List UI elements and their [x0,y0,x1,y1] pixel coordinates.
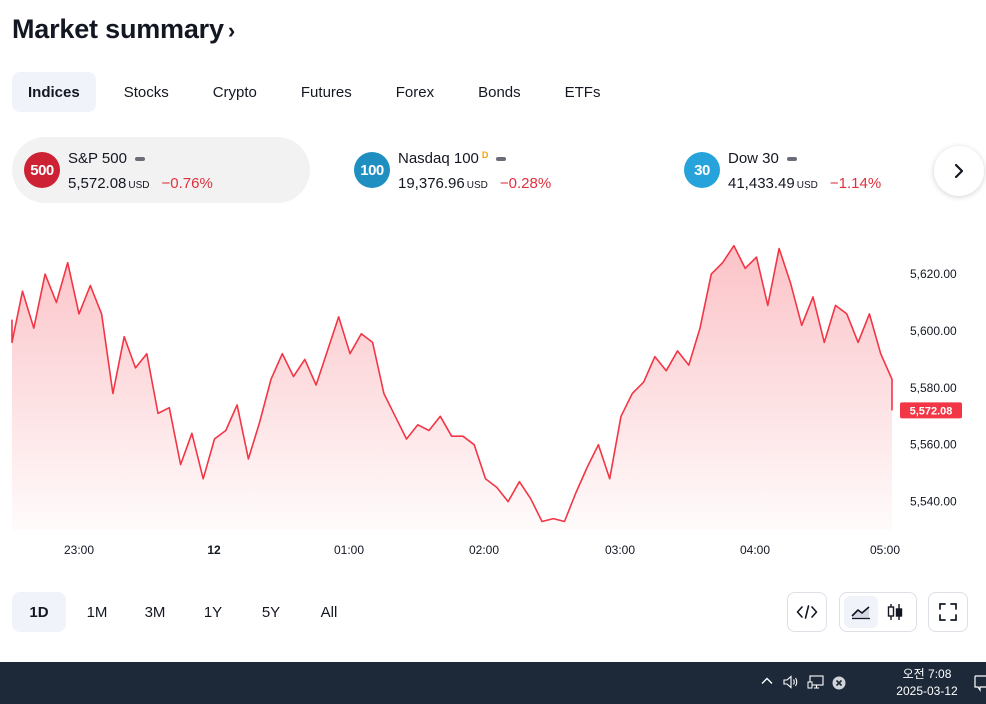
chevron-right-icon [954,163,964,179]
ticker-sp500[interactable]: 500 S&P 500 5,572.08 USD −0.76% [12,137,310,203]
windows-taskbar: 오전 7:08 2025-03-12 [0,662,986,704]
x-tick-label: 04:00 [740,543,770,557]
range-1d[interactable]: 1D [12,592,66,632]
tab-bonds[interactable]: Bonds [478,83,521,101]
page-title[interactable]: Market summary › [12,14,235,45]
ticker-currency: USD [796,179,818,191]
range-1y[interactable]: 1Y [203,603,223,621]
time-range-selector: 1D 1M 3M 1Y 5Y All [12,592,360,632]
index-ticker-row: 500 S&P 500 5,572.08 USD −0.76% 100 Nasdaq… [12,137,986,203]
candlestick-chart-button[interactable] [878,596,912,628]
title-chevron-icon[interactable]: › [227,17,236,43]
fullscreen-icon [939,603,957,621]
volume-button[interactable] [782,674,800,690]
taskbar-clock[interactable]: 오전 7:08 2025-03-12 [882,666,972,700]
tab-forex[interactable]: Forex [395,83,435,101]
tab-crypto[interactable]: Crypto [212,83,257,101]
notification-icon [974,675,986,692]
code-icon [796,605,818,619]
speaker-icon [783,675,798,689]
market-closed-icon [786,156,797,161]
tab-stocks[interactable]: Stocks [123,83,169,101]
y-axis: 5,620.00 5,600.00 5,580.00 5,560.00 5,540.00 [910,267,957,509]
next-tickers-button[interactable] [934,146,984,196]
range-5y[interactable]: 5Y [261,603,281,621]
y-tick-label: 5,540.00 [910,495,957,509]
range-3m[interactable]: 3M [144,603,166,621]
fullscreen-button[interactable] [928,592,968,632]
ticker-change: −1.14% [829,174,882,192]
ticker-change: −0.76% [161,174,213,192]
ticker-currency: USD [128,179,150,191]
network-icon [807,675,824,689]
ticker-badge: 100 [354,152,390,188]
taskbar-time: 오전 7:08 [902,667,952,681]
chart-style-toggle [839,592,917,632]
range-1m[interactable]: 1M [86,603,108,621]
ticker-name: S&P 500 [68,150,127,167]
error-x-icon [832,676,846,690]
page-title-text[interactable]: Market summary [12,14,224,44]
ticker-nasdaq100[interactable]: 100 Nasdaq 100 D 19,376.96 USD −0.28% [342,137,652,203]
network-error-badge [832,676,846,690]
ticker-price: 5,572.08 [68,174,127,192]
price-area-fill [12,245,892,530]
delayed-flag: D [481,149,489,160]
y-tick-label: 5,580.00 [910,381,957,395]
price-series-line [11,244,893,523]
tab-indices[interactable]: Indices [12,72,96,112]
y-tick-label: 5,560.00 [910,438,957,452]
ticker-badge: 500 [24,152,60,188]
x-tick-label: 23:00 [64,543,94,557]
notifications-button[interactable] [974,674,986,692]
ticker-dow30[interactable]: 30 Dow 30 41,433.49 USD −1.14% [672,137,932,203]
embed-button[interactable] [787,592,827,632]
show-hidden-icons-button[interactable] [760,674,774,688]
x-tick-label: 01:00 [334,543,364,557]
market-closed-icon [134,156,145,161]
last-price-marker: 5,572.08 [900,402,962,419]
network-button[interactable] [807,674,825,690]
candlestick-icon [887,604,903,620]
range-all[interactable]: All [320,603,338,621]
price-chart[interactable]: 5,620.00 5,600.00 5,580.00 5,560.00 5,540.00… [0,232,986,572]
ticker-price: 19,376.96 [398,174,465,192]
ticker-change: −0.28% [499,174,552,192]
market-closed-icon [496,156,507,161]
ticker-currency: USD [466,179,488,191]
y-tick-label: 5,600.00 [910,324,957,338]
y-tick-label: 5,620.00 [910,267,957,281]
ticker-name: Nasdaq 100 [398,150,479,167]
x-tick-label: 05:00 [870,543,900,557]
x-tick-label: 02:00 [469,543,499,557]
price-chart-svg: 5,620.00 5,600.00 5,580.00 5,560.00 5,540.00… [11,244,962,557]
x-tick-label: 03:00 [605,543,635,557]
category-tabs: Indices Stocks Crypto Futures Forex Bond… [12,72,628,112]
tab-etfs[interactable]: ETFs [564,83,601,101]
chevron-up-icon [761,677,773,684]
x-axis: 23:00 12 01:00 02:00 03:00 04:00 05:00 [64,543,900,557]
tab-futures[interactable]: Futures [300,83,352,101]
area-chart-button[interactable] [844,596,878,628]
ticker-badge: 30 [684,152,720,188]
last-price-label-bg [900,402,962,419]
ticker-price: 41,433.49 [728,174,795,192]
last-price-label: 5,572.08 [910,405,953,417]
x-tick-label: 12 [207,543,221,557]
ticker-name: Dow 30 [728,150,779,167]
taskbar-date: 2025-03-12 [896,684,958,698]
area-chart-icon [851,606,870,620]
